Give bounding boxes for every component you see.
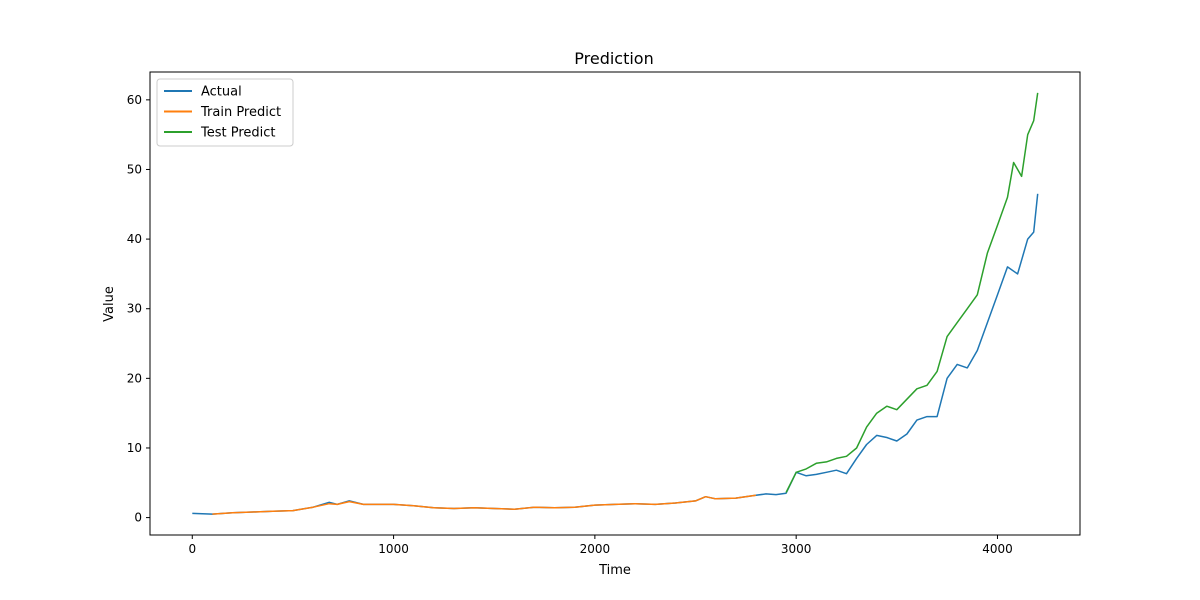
y-axis-label: Value <box>102 286 117 322</box>
y-tick-label: 50 <box>127 162 142 176</box>
x-tick-label: 1000 <box>378 542 409 556</box>
plot-frame <box>149 71 1081 536</box>
y-tick-label: 10 <box>127 441 142 455</box>
y-tick-label: 40 <box>127 232 142 246</box>
x-tick-label: 2000 <box>580 542 611 556</box>
x-axis-ticks: 0 1000 2000 3000 4000 <box>188 535 1013 556</box>
legend-box <box>156 78 294 147</box>
y-tick-label: 30 <box>127 302 142 316</box>
y-tick-label: 20 <box>127 371 142 385</box>
x-tick-label: 4000 <box>982 542 1013 556</box>
x-axis-label: Time <box>598 563 631 578</box>
y-tick-label: 60 <box>127 93 142 107</box>
y-axis-ticks: 0 10 20 30 40 50 60 <box>127 93 150 525</box>
series-line-train-predict <box>212 494 757 515</box>
x-tick-label: 0 <box>188 542 196 556</box>
legend: Actual Train Predict Test Predict <box>156 78 294 147</box>
plot-lines <box>192 92 1039 515</box>
legend-label: Actual <box>201 85 242 100</box>
legend-label: Train Predict <box>200 105 281 120</box>
y-tick-label: 0 <box>134 511 142 525</box>
series-line-test-predict <box>785 92 1039 493</box>
chart-title: Prediction <box>574 49 653 68</box>
x-tick-label: 3000 <box>781 542 812 556</box>
legend-label: Test Predict <box>200 126 276 141</box>
